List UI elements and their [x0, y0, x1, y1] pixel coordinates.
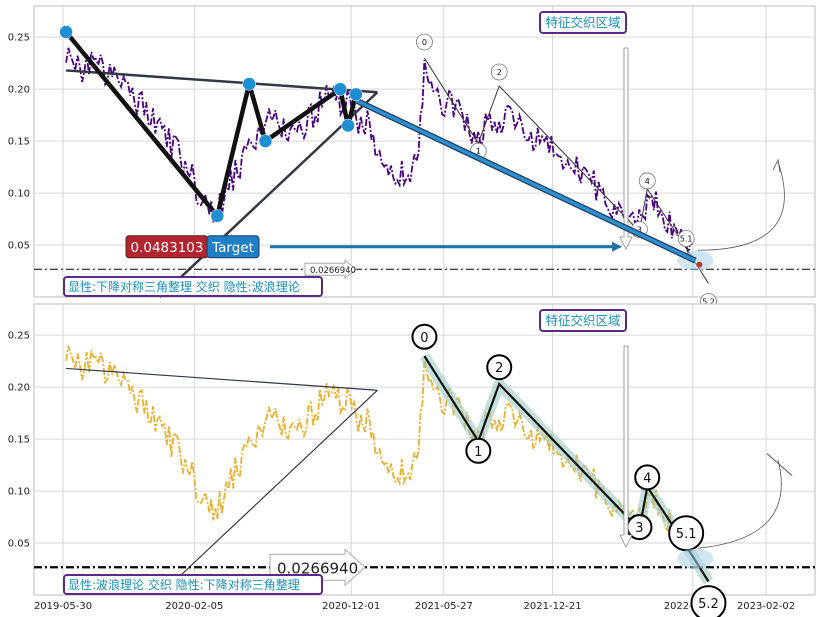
wave-label-0: 0	[422, 38, 427, 47]
projection-cap	[766, 453, 793, 476]
wave-label-circle	[690, 585, 727, 617]
x-tick-label: 2021-12-21	[524, 601, 582, 612]
x-tick-label: 2019-05-30	[34, 601, 92, 612]
region-label: 特征交织区域	[545, 15, 620, 30]
y-tick-label: 0.20	[8, 383, 30, 394]
wave-label-2: 2	[497, 68, 502, 77]
triangle-upper-line	[66, 367, 378, 391]
target-value: 0.0483103	[130, 240, 203, 256]
triangle-upper-line	[66, 69, 378, 94]
chart-panel-bottom: 0.05 0.10 0.15 0.20 0.25 2019-05-30 2020-02-05…	[8, 303, 816, 617]
pivot-marker	[341, 118, 355, 133]
wave-label-circle	[411, 323, 438, 350]
wave-label-5-1: 5.1	[676, 527, 697, 542]
y-tick-label: 0.25	[8, 331, 30, 342]
x-tick-label: 2023-02-02	[737, 601, 795, 612]
region-label-box	[539, 309, 627, 332]
pivot-marker	[59, 25, 73, 39]
y-tick-label: 0.05	[8, 539, 30, 550]
hline-value-label: 0.0266940	[310, 266, 356, 276]
wave-label-circle	[638, 172, 656, 190]
wave-label-3: 3	[637, 226, 642, 235]
wave-label-5-1: 5.1	[680, 234, 693, 243]
triangle-lower-line	[158, 91, 379, 298]
projection-curve	[697, 459, 782, 549]
chart-panel-top: 0.05 0.10 0.15 0.20 0.25 0.0266940 0 1 2 3 4 5.1 5.2…	[8, 5, 816, 310]
price-series-line	[65, 345, 694, 552]
target-zone	[677, 548, 714, 569]
pivot-marker	[333, 82, 347, 96]
wave-label-4: 4	[643, 471, 651, 486]
hline-value-arrow	[304, 259, 357, 280]
wave-label-1: 1	[474, 445, 482, 460]
target-point	[696, 261, 703, 268]
caption-box	[63, 574, 323, 595]
wave-label-1: 1	[476, 147, 481, 156]
wave-label-circle	[416, 33, 433, 51]
price-series-line	[65, 47, 694, 254]
x-tick-label: 2020-12-01	[322, 601, 380, 612]
wave-label-circle	[465, 437, 492, 464]
x-tick-label: 2021-05-27	[415, 601, 473, 612]
wave-label-5-2: 5.2	[698, 597, 719, 612]
target-arrow-head	[612, 241, 622, 252]
target-label: Target	[211, 240, 254, 256]
wave-label-circle	[486, 354, 513, 381]
y-tick-label: 0.20	[8, 85, 30, 96]
triangle-lower-line	[159, 389, 378, 596]
hline-value-label: 0.0266940	[277, 559, 358, 577]
y-tick-label: 0.25	[8, 33, 30, 44]
caption-text: 显性:波浪理论 交织 隐性:下降对称三角整理	[68, 577, 300, 592]
target-label-box	[206, 235, 260, 259]
pivot-marker	[258, 134, 273, 148]
projection-curve	[698, 161, 785, 251]
y-tick-label: 0.10	[8, 487, 30, 498]
projection-arrowhead	[772, 158, 781, 173]
pivot-marker	[349, 87, 363, 102]
x-tick-label: 2020-02-05	[165, 601, 223, 612]
wave-label-circle	[677, 229, 695, 247]
caption-text: 显性:下降对称三角整理 交织 隐性:波浪理论	[68, 279, 300, 294]
y-tick-label: 0.15	[8, 435, 30, 446]
wave-label-2: 2	[495, 361, 503, 376]
region-label: 特征交织区域	[545, 313, 620, 328]
pivot-marker	[242, 77, 256, 91]
region-down-arrow	[619, 47, 633, 250]
pivot-layer: 0.0483103 Target	[59, 25, 703, 268]
wave-label-0: 0	[420, 331, 428, 346]
wave-label-3: 3	[635, 521, 643, 536]
y-tick-label: 0.15	[8, 137, 30, 148]
wave-label-circle	[490, 63, 508, 81]
wave-label-5-2: 5.2	[702, 297, 715, 306]
wave-label-4: 4	[645, 177, 650, 186]
region-label-box	[539, 11, 627, 34]
pivot-marker	[210, 209, 225, 223]
y-tick-label: 0.10	[8, 189, 30, 200]
region-down-arrow	[619, 345, 633, 548]
wave-label-circle	[634, 464, 661, 491]
target-trend-line	[355, 98, 697, 263]
y-tick-label: 0.05	[8, 241, 30, 252]
caption-box	[63, 276, 323, 297]
